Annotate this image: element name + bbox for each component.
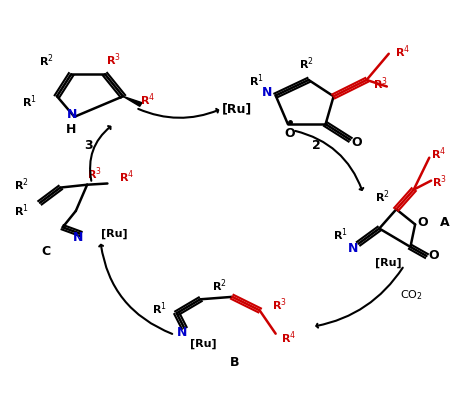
Text: R$^3$: R$^3$	[106, 51, 121, 68]
Text: B: B	[230, 356, 239, 369]
Text: N: N	[262, 86, 273, 99]
Text: R$^3$: R$^3$	[373, 76, 388, 92]
Text: R$^3$: R$^3$	[432, 173, 447, 190]
Text: [Ru]: [Ru]	[190, 339, 217, 349]
Text: R$^3$: R$^3$	[87, 166, 102, 183]
Text: N: N	[73, 231, 83, 243]
Polygon shape	[123, 96, 142, 106]
Text: R$^2$: R$^2$	[300, 55, 314, 72]
Text: R$^4$: R$^4$	[118, 168, 134, 185]
Text: C: C	[42, 245, 51, 258]
Text: R$^1$: R$^1$	[152, 301, 167, 317]
Text: 2: 2	[312, 139, 320, 152]
Text: R$^1$: R$^1$	[249, 73, 264, 89]
Text: N: N	[177, 325, 187, 339]
Text: CO$_2$: CO$_2$	[400, 288, 423, 302]
Text: R$^4$: R$^4$	[431, 145, 447, 162]
Text: O: O	[417, 216, 428, 229]
Text: R$^4$: R$^4$	[395, 43, 410, 60]
Text: R$^3$: R$^3$	[272, 297, 287, 314]
Text: R$^1$: R$^1$	[14, 203, 28, 219]
Text: [Ru]: [Ru]	[101, 229, 128, 239]
Text: R$^4$: R$^4$	[140, 91, 155, 108]
Text: H: H	[66, 123, 76, 136]
Text: O: O	[284, 126, 295, 140]
Text: O: O	[428, 249, 439, 262]
Text: N: N	[348, 242, 358, 255]
Text: R$^1$: R$^1$	[22, 94, 37, 110]
Text: R$^4$: R$^4$	[281, 330, 296, 346]
Text: R$^2$: R$^2$	[39, 52, 54, 69]
Text: O: O	[352, 136, 363, 150]
Text: N: N	[67, 108, 77, 121]
Text: [Ru]: [Ru]	[222, 102, 252, 115]
Text: R$^2$: R$^2$	[375, 189, 390, 205]
Text: A: A	[439, 216, 449, 229]
Text: R$^2$: R$^2$	[212, 278, 227, 294]
Text: 3: 3	[84, 139, 93, 152]
Text: R$^2$: R$^2$	[14, 176, 28, 193]
Text: R$^1$: R$^1$	[333, 226, 348, 243]
Text: [Ru]: [Ru]	[375, 258, 402, 269]
